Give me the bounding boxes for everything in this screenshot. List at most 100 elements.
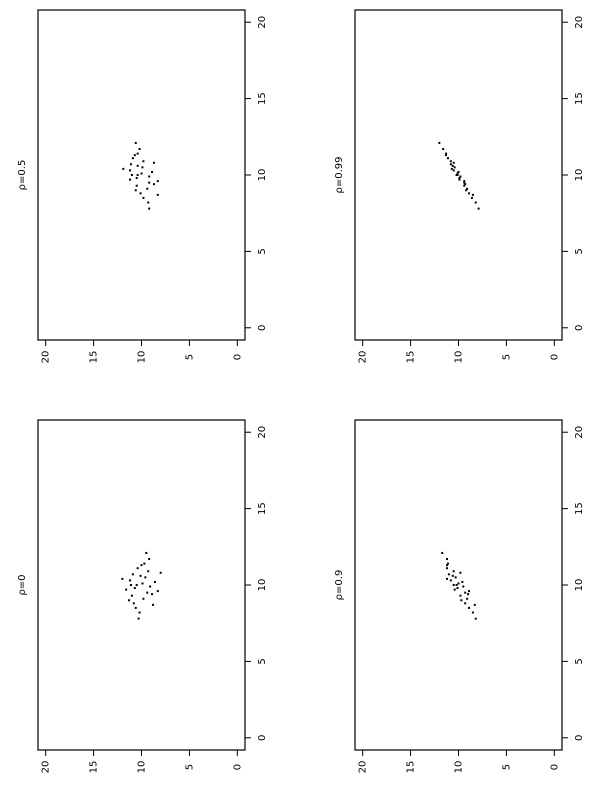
y-tick-label: 5 xyxy=(184,764,195,770)
y-tick-label: 20 xyxy=(41,351,52,364)
point xyxy=(138,611,141,614)
x-tick-label: 15 xyxy=(574,502,585,515)
point xyxy=(456,172,459,175)
y-tick-label: 10 xyxy=(454,351,465,364)
point xyxy=(148,207,151,210)
point xyxy=(142,160,145,163)
y-tick-label: 20 xyxy=(358,351,369,364)
point xyxy=(131,157,134,160)
point xyxy=(145,551,148,554)
point xyxy=(138,148,141,151)
point xyxy=(467,593,470,596)
x-tick-label: 0 xyxy=(257,325,268,331)
point xyxy=(156,193,159,196)
point xyxy=(452,584,455,586)
x-tick-label: 0 xyxy=(257,735,268,741)
point xyxy=(139,574,142,577)
point xyxy=(446,558,448,561)
point xyxy=(140,172,143,175)
point xyxy=(132,602,135,605)
point xyxy=(454,576,457,579)
point xyxy=(462,585,465,588)
point xyxy=(468,590,471,593)
point xyxy=(142,196,145,199)
point xyxy=(473,603,476,606)
x-tick-label: 0 xyxy=(574,735,585,741)
point xyxy=(447,573,450,576)
x-tick-label: 20 xyxy=(257,16,268,29)
point xyxy=(468,192,471,195)
point xyxy=(134,141,137,144)
point xyxy=(152,161,155,164)
point xyxy=(459,594,462,597)
panel-title: ρ=0 xyxy=(17,574,28,595)
point xyxy=(464,183,467,186)
point xyxy=(441,551,444,554)
point xyxy=(474,617,477,620)
point xyxy=(463,184,466,187)
point xyxy=(445,152,448,155)
point xyxy=(468,606,471,609)
point xyxy=(141,166,144,169)
point xyxy=(459,175,462,178)
point xyxy=(474,201,477,204)
point xyxy=(136,164,139,167)
point xyxy=(135,177,138,180)
y-tick-label: 0 xyxy=(549,764,560,770)
point xyxy=(455,584,458,586)
y-tick-label: 0 xyxy=(232,764,243,770)
x-tick-label: 5 xyxy=(574,658,585,664)
point xyxy=(153,580,156,583)
plot-frame xyxy=(354,419,563,751)
point xyxy=(152,183,155,186)
x-tick-label: 10 xyxy=(257,579,268,592)
point xyxy=(149,585,152,588)
x-tick-label: 15 xyxy=(257,92,268,105)
point xyxy=(446,562,449,565)
point xyxy=(449,579,452,582)
point xyxy=(133,154,136,157)
point xyxy=(128,599,131,602)
point xyxy=(466,187,469,190)
y-tick-label: 15 xyxy=(89,351,100,364)
point xyxy=(458,177,461,180)
point xyxy=(134,189,137,192)
point xyxy=(143,562,146,565)
point xyxy=(122,167,125,170)
point xyxy=(464,591,467,594)
point xyxy=(459,571,462,574)
point xyxy=(156,590,159,593)
point xyxy=(449,160,452,163)
y-tick-label: 15 xyxy=(89,761,100,774)
x-tick-label: 20 xyxy=(574,426,585,439)
x-tick-label: 10 xyxy=(257,169,268,182)
point xyxy=(147,570,150,573)
x-tick-label: 15 xyxy=(574,92,585,105)
point xyxy=(147,201,150,204)
y-tick-label: 0 xyxy=(232,354,243,360)
point xyxy=(139,192,142,195)
x-tick-label: 15 xyxy=(257,502,268,515)
x-tick-label: 5 xyxy=(257,658,268,664)
panel-title: ρ=0.5 xyxy=(17,160,28,191)
point xyxy=(151,170,154,173)
point xyxy=(449,163,452,166)
point xyxy=(140,564,143,567)
point xyxy=(463,181,466,184)
point xyxy=(137,617,140,620)
x-tick-label: 20 xyxy=(257,426,268,439)
x-tick-label: 20 xyxy=(574,16,585,29)
point xyxy=(456,587,459,590)
point xyxy=(451,574,454,577)
point xyxy=(129,169,131,172)
point xyxy=(129,163,132,166)
point xyxy=(463,180,466,183)
point xyxy=(455,174,458,176)
plot-frame xyxy=(37,9,246,341)
point xyxy=(461,580,464,583)
panel-title: ρ=0.99 xyxy=(334,157,345,194)
point xyxy=(152,603,154,606)
point xyxy=(159,571,162,574)
y-tick-label: 0 xyxy=(549,354,560,360)
